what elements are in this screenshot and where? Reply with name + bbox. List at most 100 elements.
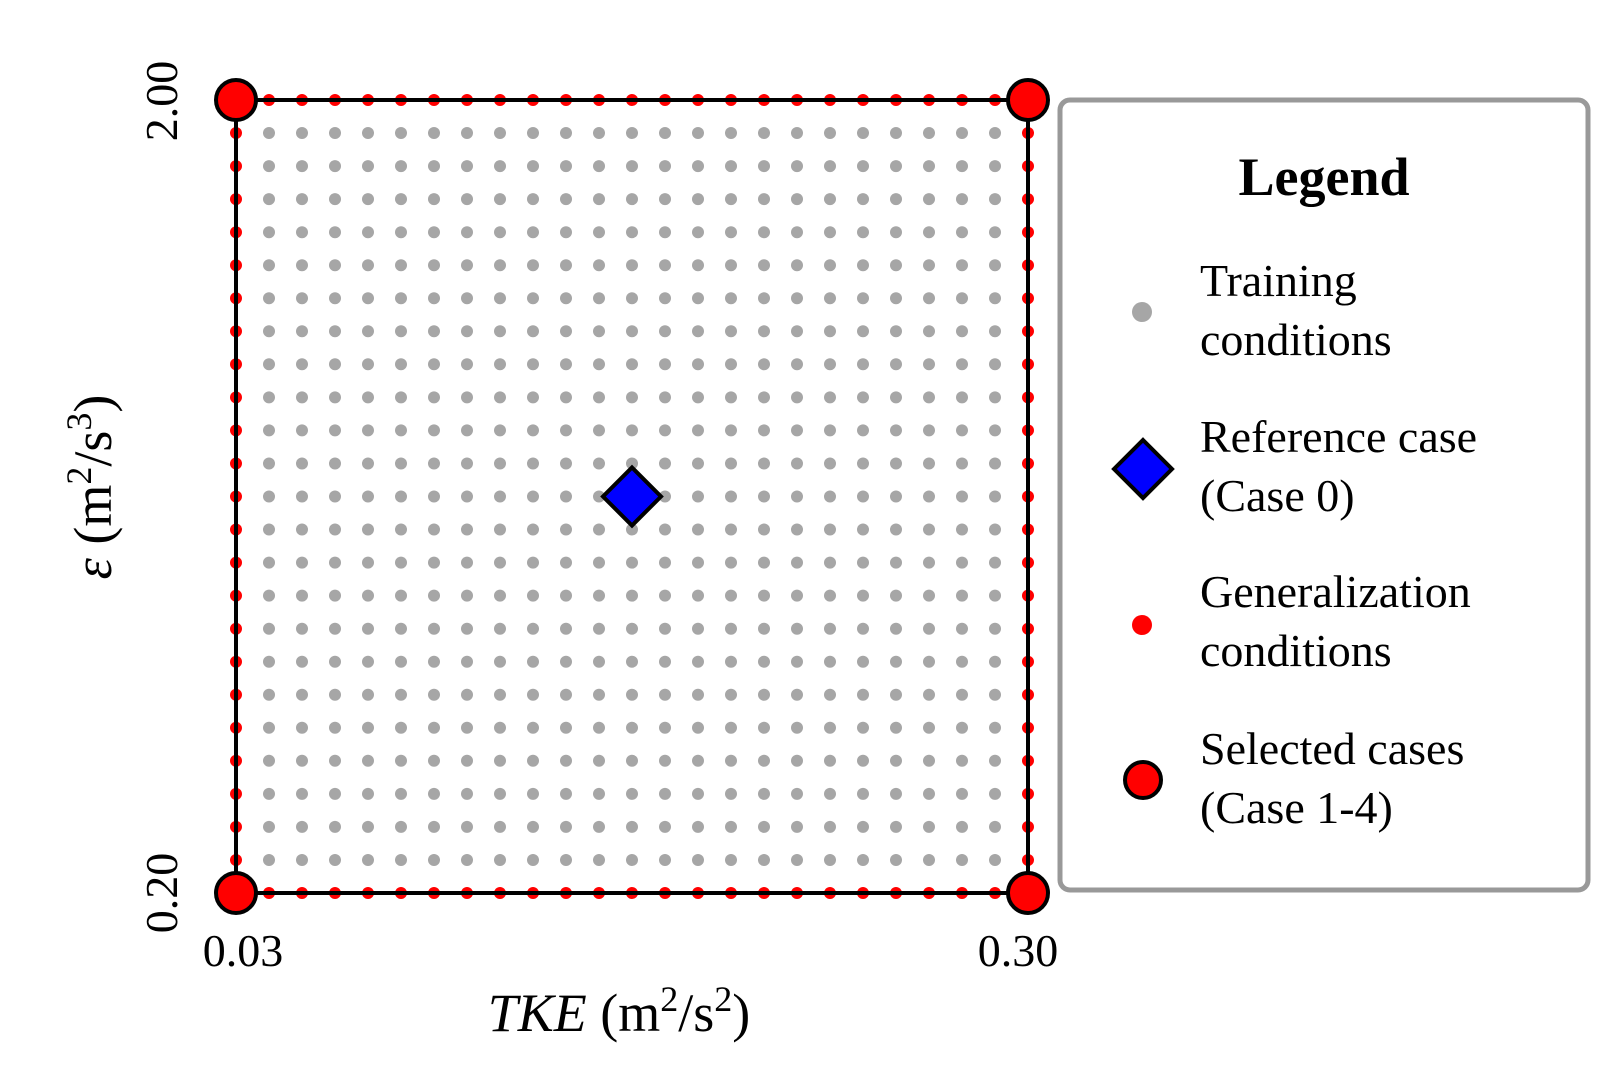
training-point (395, 820, 407, 833)
x-axis-units: (m2/s2) (600, 979, 750, 1043)
training-point (890, 127, 902, 139)
training-point (494, 490, 506, 503)
training-point (725, 160, 737, 173)
training-point (593, 655, 605, 668)
training-point (923, 160, 935, 173)
training-point (791, 259, 803, 272)
training-point (362, 259, 374, 272)
training-point (857, 325, 869, 338)
selected-case-point (1006, 78, 1050, 122)
training-point (329, 655, 341, 668)
training-point (428, 854, 440, 866)
training-point (725, 655, 737, 668)
training-point (626, 589, 638, 602)
training-point (296, 589, 308, 602)
training-point (461, 127, 473, 139)
training-point (593, 127, 605, 139)
training-point (956, 688, 968, 701)
training-point (923, 523, 935, 536)
training-point (923, 226, 935, 239)
training-point (692, 325, 704, 338)
training-point (725, 688, 737, 701)
training-point (461, 325, 473, 338)
training-point (923, 754, 935, 767)
training-point (461, 688, 473, 701)
training-point (527, 490, 539, 503)
training-point (461, 556, 473, 569)
legend-training-line2: conditions (1200, 314, 1392, 365)
training-point (560, 391, 572, 404)
training-point (857, 490, 869, 503)
training-point (989, 358, 1001, 371)
training-point (461, 358, 473, 371)
training-point (362, 457, 374, 470)
training-point (692, 259, 704, 272)
training-point (989, 325, 1001, 338)
training-point (758, 523, 770, 536)
legend-selected-marker (1123, 760, 1163, 800)
training-point (560, 424, 572, 437)
training-point (824, 688, 836, 701)
training-point (494, 424, 506, 437)
training-point (560, 655, 572, 668)
training-point (329, 424, 341, 437)
training-point (692, 424, 704, 437)
training-point (395, 127, 407, 139)
training-point (428, 688, 440, 701)
training-point (692, 655, 704, 668)
training-point (659, 523, 671, 536)
training-point (395, 523, 407, 536)
training-point (989, 721, 1001, 734)
training-point (395, 391, 407, 404)
training-point (824, 523, 836, 536)
training-point (395, 325, 407, 338)
training-point (527, 854, 539, 866)
training-point (824, 193, 836, 206)
training-point (461, 655, 473, 668)
training-point (923, 391, 935, 404)
training-point (461, 721, 473, 734)
training-point (890, 358, 902, 371)
training-point (857, 655, 869, 668)
training-point (659, 754, 671, 767)
training-point (824, 160, 836, 173)
training-point (428, 325, 440, 338)
training-point (890, 523, 902, 536)
training-point (593, 391, 605, 404)
training-point (659, 655, 671, 668)
training-point (725, 193, 737, 206)
training-point (989, 754, 1001, 767)
training-point (560, 622, 572, 635)
training-point (758, 622, 770, 635)
training-point (263, 820, 275, 833)
training-point (395, 193, 407, 206)
training-point (560, 160, 572, 173)
training-point (857, 688, 869, 701)
training-point (329, 490, 341, 503)
training-point (857, 556, 869, 569)
training-point (362, 820, 374, 833)
training-point (494, 160, 506, 173)
training-point (725, 358, 737, 371)
training-point (659, 787, 671, 800)
training-point (692, 160, 704, 173)
training-point (428, 622, 440, 635)
training-point (791, 160, 803, 173)
training-point (593, 226, 605, 239)
training-point (527, 787, 539, 800)
training-point (560, 358, 572, 371)
training-point (989, 226, 1001, 239)
training-point (791, 721, 803, 734)
training-point (626, 721, 638, 734)
training-point (461, 457, 473, 470)
training-point (659, 325, 671, 338)
training-point (428, 160, 440, 173)
training-point (626, 193, 638, 206)
training-point (692, 457, 704, 470)
training-point (626, 127, 638, 139)
training-point (560, 721, 572, 734)
training-point (659, 424, 671, 437)
training-point (725, 292, 737, 305)
training-point (857, 292, 869, 305)
training-point (593, 292, 605, 305)
